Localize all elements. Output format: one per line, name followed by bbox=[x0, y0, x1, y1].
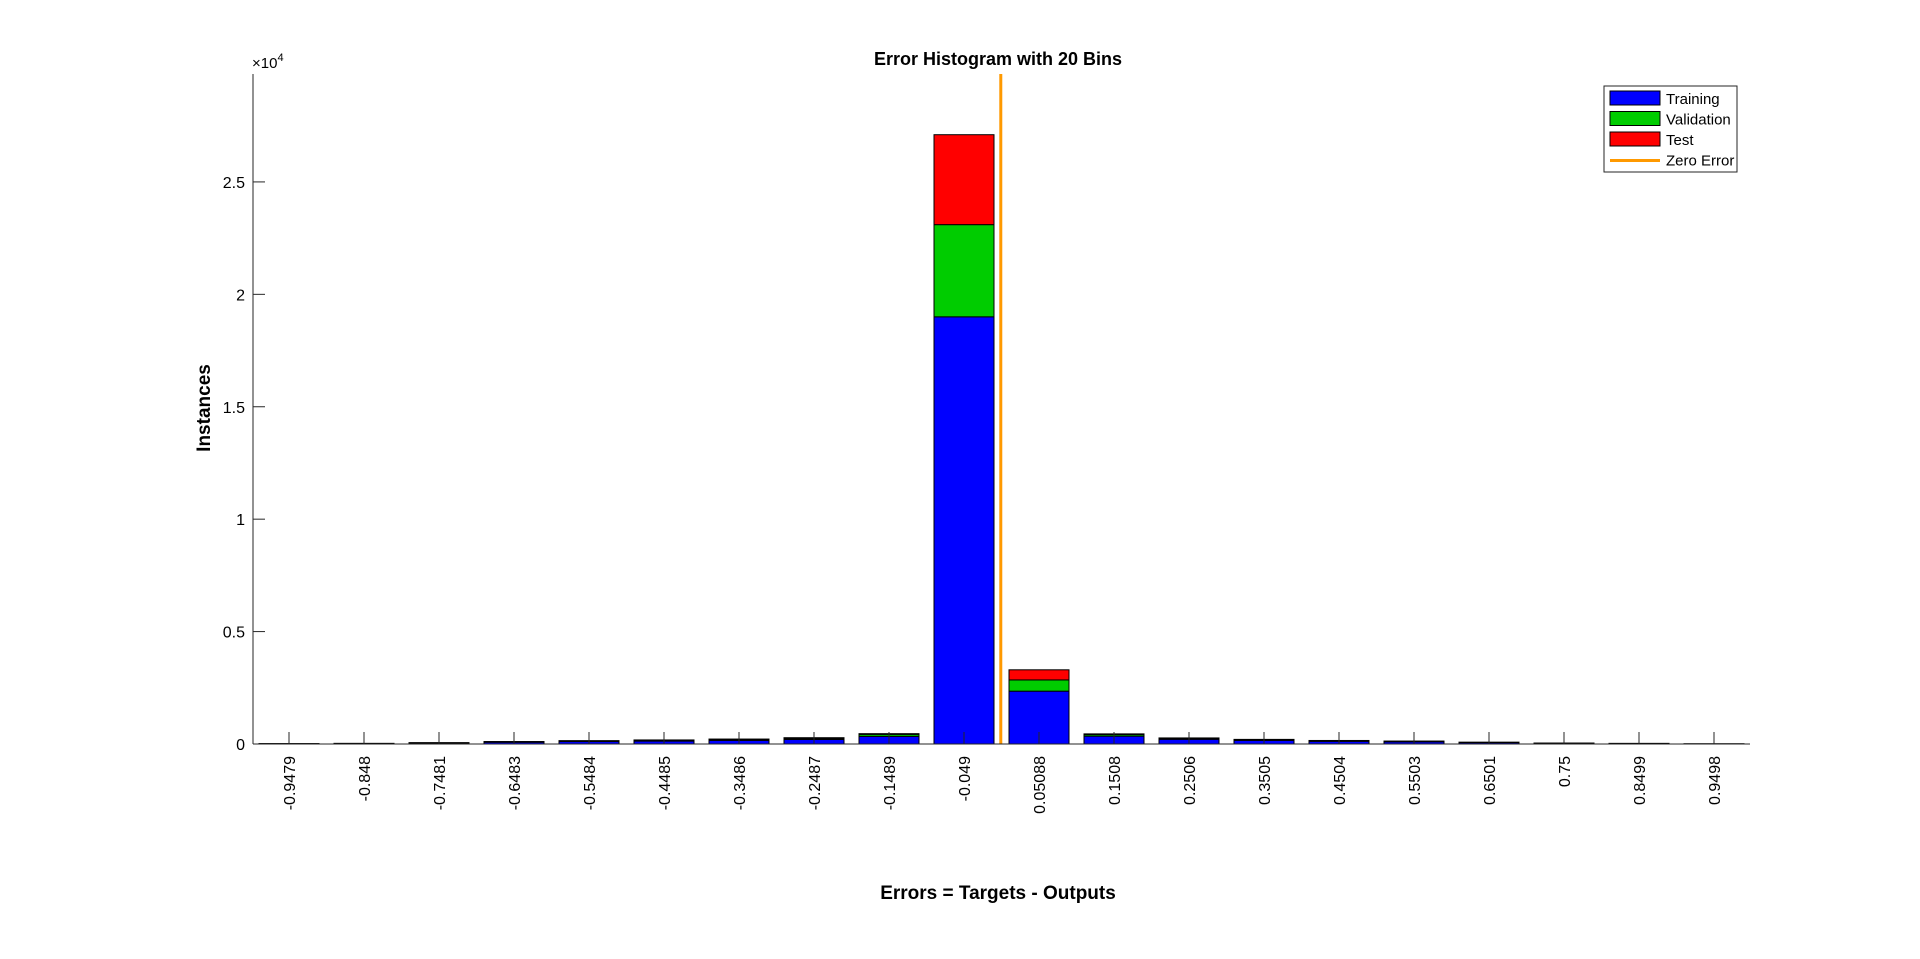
legend-swatch-training bbox=[1609, 90, 1661, 106]
x-tick-label-2: -0.7481 bbox=[432, 756, 449, 810]
x-tick-label-13: 0.3505 bbox=[1257, 756, 1274, 805]
x-tick-label-17: 0.75 bbox=[1557, 756, 1574, 787]
bar-test-9 bbox=[933, 134, 995, 226]
x-tick-label-12: 0.2506 bbox=[1182, 756, 1199, 805]
x-tick-label-0: -0.9479 bbox=[282, 756, 299, 810]
legend-label-training: Training bbox=[1666, 91, 1720, 108]
x-tick-label-5: -0.4485 bbox=[657, 756, 674, 810]
legend-swatch-test bbox=[1609, 131, 1661, 147]
bar-training-9 bbox=[933, 316, 995, 745]
x-axis-ticks: -0.9479 -0.848 -0.7481 -0.6483 -0.5484 -0.448… bbox=[282, 732, 1724, 814]
x-tick-label-9: -0.049 bbox=[957, 756, 974, 801]
x-tick-label-6: -0.3486 bbox=[732, 756, 749, 810]
x-tick-label-15: 0.5503 bbox=[1407, 756, 1424, 805]
bar-test-10 bbox=[1008, 669, 1070, 681]
y-axis-label: Instances bbox=[194, 364, 215, 452]
x-axis-label: Errors = Targets - Outputs bbox=[880, 883, 1116, 904]
y-axis-exponent-power: 4 bbox=[277, 52, 283, 64]
legend-label-test: Test bbox=[1666, 132, 1694, 149]
legend-label-zero-error: Zero Error bbox=[1666, 153, 1734, 170]
x-tick-label-4: -0.5484 bbox=[582, 756, 599, 810]
y-axis-exponent: ×104 bbox=[252, 52, 284, 72]
x-tick-label-7: -0.2487 bbox=[807, 756, 824, 810]
x-tick-label-18: 0.8499 bbox=[1632, 756, 1649, 805]
y-tick-label-1: 0.5 bbox=[223, 625, 245, 642]
x-tick-label-8: -0.1489 bbox=[882, 756, 899, 810]
x-tick-label-1: -0.848 bbox=[357, 756, 374, 801]
chart-title: Error Histogram with 20 Bins bbox=[874, 49, 1122, 69]
bar-validation-9 bbox=[933, 224, 995, 318]
x-tick-label-16: 0.6501 bbox=[1482, 756, 1499, 805]
x-tick-label-14: 0.4504 bbox=[1332, 756, 1349, 805]
y-tick-label-2: 1 bbox=[236, 512, 245, 529]
y-tick-label-4: 2 bbox=[236, 287, 245, 304]
x-tick-label-10: 0.05088 bbox=[1032, 756, 1049, 814]
y-axis-ticks: 0 0.5 1 1.5 2 2.5 bbox=[223, 175, 265, 754]
y-tick-label-5: 2.5 bbox=[223, 175, 245, 192]
legend: Training Validation Test Zero Error bbox=[1603, 85, 1738, 173]
y-tick-label-0: 0 bbox=[236, 737, 245, 754]
bar-validation-10 bbox=[1008, 679, 1070, 692]
legend-swatch-validation bbox=[1609, 111, 1661, 126]
y-tick-label-3: 1.5 bbox=[223, 400, 245, 417]
x-tick-label-19: 0.9498 bbox=[1707, 756, 1724, 805]
x-tick-label-3: -0.6483 bbox=[507, 756, 524, 810]
x-tick-label-11: 0.1508 bbox=[1107, 756, 1124, 805]
y-axis-exponent-base: ×10 bbox=[252, 55, 277, 72]
legend-label-validation: Validation bbox=[1666, 112, 1731, 129]
